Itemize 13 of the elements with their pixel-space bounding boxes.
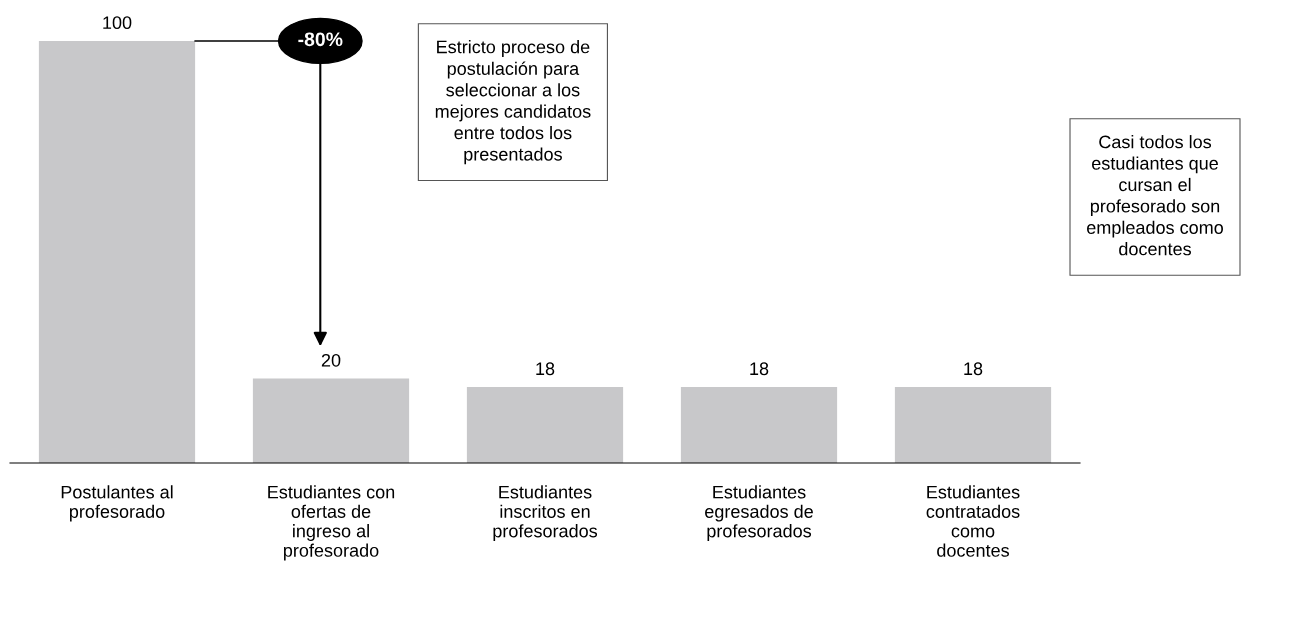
data-label: 18 <box>536 362 555 376</box>
x-tick-label: Estudiantes inscritos en profesorados <box>493 485 598 541</box>
text: Casi todos los estudiantes que cursan el profesorado son empleados como docentes <box>1087 135 1223 256</box>
data-label: 100 <box>103 16 132 30</box>
x-tick-label: Estudiantes con ofertas de ingreso al profesorado <box>268 485 395 561</box>
data-label: 20 <box>321 353 341 367</box>
x-tick-label: Estudiantes egresados de profesorados <box>705 485 813 541</box>
x-tick-label: Postulantes al profesorado <box>61 485 173 522</box>
annotation: -80% <box>298 32 343 47</box>
annotation: Estricto proceso de postulación para seleccionar a los mejores candidatos entre todos los presentados <box>435 40 591 165</box>
data-label: 18 <box>964 362 983 376</box>
x-tick-label: Estudiantes contratados como docentes <box>926 485 1020 557</box>
data-label: 18 <box>750 362 769 376</box>
